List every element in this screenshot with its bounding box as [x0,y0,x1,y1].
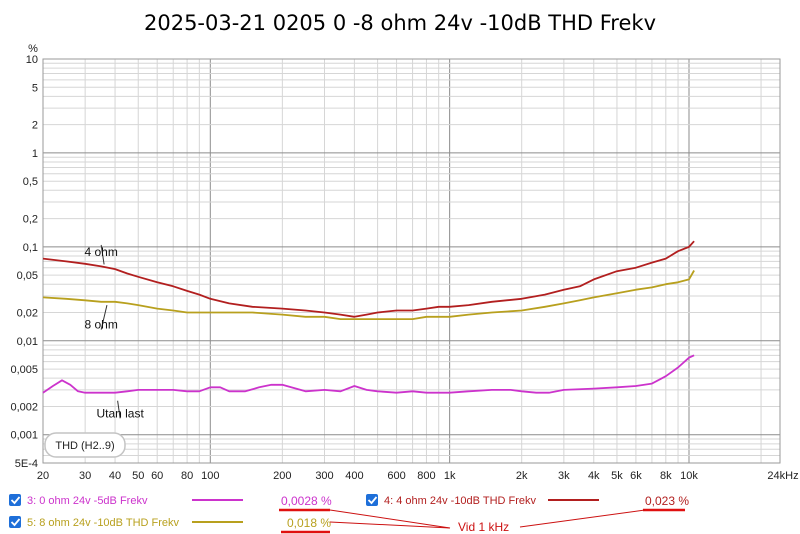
y-tick-label: 10 [26,54,38,66]
series-line-5 [42,270,695,320]
x-tick-label: 10k [680,470,698,482]
thd-legend-box[interactable]: THD (H2..9) [44,432,126,458]
annotation-leader [100,304,108,330]
x-tick-label: 200 [273,470,291,482]
legend-checkbox-series-4[interactable] [366,494,378,506]
thd-legend-label: THD (H2..9) [55,440,114,452]
y-tick-label: 0,002 [10,401,38,413]
x-tick-label: 50 [132,470,144,482]
legend-checkbox-series-3[interactable] [9,494,21,506]
x-tick-label: 4k [588,470,600,482]
callout-line [519,509,646,528]
y-tick-label: 0,005 [10,364,38,376]
checkmark-icon [10,518,21,527]
y-tick-label: 0,1 [23,242,38,254]
x-tick-label: 100 [201,470,219,482]
y-tick-label: 5 [32,82,38,94]
x-tick-label: 40 [109,470,121,482]
x-tick-label: 800 [417,470,435,482]
y-tick-labels: 10 5 2 1 0,5 0,2 0,1 0,05 0,02 0,01 0,005 0,002 0,00… [10,54,38,470]
x-tick-label: 600 [387,470,405,482]
x-tick-label: 20 [37,470,49,482]
x-tick-label: 8k [660,470,672,482]
y-tick-label: 0,5 [23,176,38,188]
y-tick-label: 5E-4 [15,458,38,470]
checkmark-icon [10,496,21,505]
plot-frame [42,58,781,464]
legend-value-series-3: 0,0028 % [281,494,332,508]
legend-item-series-5[interactable]: 5: 8 ohm 24v -10dB THD Frekv 0,018 % [9,516,331,534]
y-axis-unit-label: % [28,43,38,55]
y-tick-label: 0,001 [10,430,38,442]
x-tick-label: 3k [558,470,570,482]
series-layer [42,240,695,394]
callout-line [329,509,451,529]
y-tick-label: 0,05 [17,270,38,282]
checkmark-icon [367,496,378,505]
x-tick-label: 6k [630,470,642,482]
x-tick-label: 300 [315,470,333,482]
legend-item-series-4[interactable]: 4: 4 ohm 24v -10dB THD Frekv 0,023 % [366,494,689,512]
x-tick-label: 60 [151,470,163,482]
chart-title: 2025-03-21 0205 0 -8 ohm 24v -10dB THD F… [144,11,656,35]
legend-checkbox-series-5[interactable] [9,516,21,528]
legend-value-series-4: 0,023 % [645,494,689,508]
y-tick-label: 0,02 [17,308,38,320]
series-line-3 [42,354,695,394]
y-tick-label: 2 [32,120,38,132]
series-annotations: 4 ohm 8 ohm Utan last [84,244,144,420]
callout-line [329,521,451,529]
legend-label-series-5: 5: 8 ohm 24v -10dB THD Frekv [27,517,180,529]
y-tick-label: 0,2 [23,214,38,226]
annotation-leader [100,244,105,265]
annotation-label: 8 ohm [84,318,117,332]
x-tick-labels: 20 30 40 50 60 80 100 200 300 400 600 800 1k 2k 3k 4k 5k… [37,470,799,482]
x-tick-label: 24kHz [767,470,798,482]
x-tick-label: 1k [444,470,456,482]
x-tick-label: 30 [79,470,91,482]
annotation-label: 4 ohm [84,245,117,259]
annotation-label: Utan last [96,406,144,420]
y-tick-label: 0,01 [17,336,38,348]
x-tick-label: 400 [345,470,363,482]
series-line-4 [42,240,695,318]
annotation-leader [117,400,121,419]
y-tick-label: 1 [32,148,38,160]
callout-1khz: Vid 1 kHz [329,509,646,534]
callout-label: Vid 1 kHz [458,520,509,534]
legend-value-series-5: 0,018 % [287,516,331,530]
x-tick-label: 2k [516,470,528,482]
legend-label-series-3: 3: 0 ohm 24v -5dB Frekv [27,495,148,507]
legend-label-series-4: 4: 4 ohm 24v -10dB THD Frekv [384,495,537,507]
x-tick-label: 5k [611,470,623,482]
plot-grid [43,59,780,463]
x-tick-label: 80 [181,470,193,482]
legend-item-series-3[interactable]: 3: 0 ohm 24v -5dB Frekv 0,0028 % [9,494,332,512]
